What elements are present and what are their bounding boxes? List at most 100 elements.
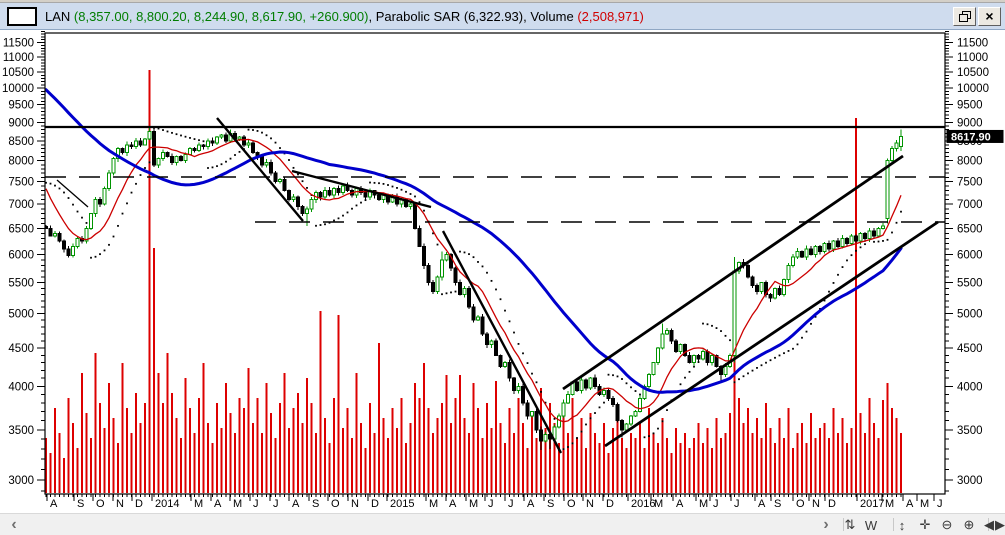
date-label: A [50,498,58,510]
date-label: S [77,498,84,510]
date-label: J [713,498,719,510]
date-label: A [292,498,300,510]
price-label-left: 6500 [8,223,34,235]
date-label: A [214,498,222,510]
plot-border [44,32,946,495]
pan-button[interactable]: ✛ [919,517,931,532]
zoom-in-button[interactable]: ⊕ [963,517,975,532]
periodicity-weekly-button[interactable]: W [864,517,878,533]
date-label: J [253,498,259,510]
prev-chart-button[interactable]: ◀ [984,517,994,532]
title-segment: LAN [45,8,74,24]
trendlines-layer [45,117,945,454]
vertical-scale-button[interactable]: ↕ [898,517,906,533]
title-segment: , Parabolic SAR (6,322.93), Volume [368,8,578,24]
price-label-right: 3000 [957,475,983,487]
date-label: O [567,498,576,510]
date-label: D [135,498,143,510]
price-label-left: 7000 [8,199,34,211]
date-label: O [96,498,105,510]
toolbar-separator [843,518,844,531]
date-label: A [906,498,914,510]
price-chart[interactable]: 11500 11500 11000 11000 10500 10500 10000 10000… [0,30,1005,513]
price-label-left: 8000 [8,156,34,168]
price-label-left: 11000 [3,52,34,64]
price-label-left: 8500 [8,136,34,148]
date-label: S [312,498,319,510]
date-label: N [351,498,359,510]
title-segment: (2,508,971) [577,8,644,24]
chart-toolbar: ‹›⇅W↕✛⊖⊕◀▶▤ [0,513,1005,535]
price-label-right: 7000 [957,199,983,211]
date-label: 2016 [631,498,655,510]
price-label-left: 5000 [8,309,34,321]
price-label-right: 4500 [957,343,983,355]
price-label-right: 3500 [957,425,983,437]
scroll-right-button[interactable]: › [823,516,829,533]
volume-layer [45,70,902,493]
scroll-left-button[interactable]: ‹ [11,516,17,533]
date-label: M [885,498,894,510]
date-label: N [586,498,594,510]
price-label-left: 3000 [8,475,34,487]
refresh-button[interactable]: ⇅ [844,517,856,532]
chart-title: LAN (8,357.00, 8,800.20, 8,244.90, 8,617… [45,9,953,24]
chart-window-icon [7,6,37,26]
channel-upper [562,154,904,391]
price-label-left: 5500 [8,278,34,290]
date-label: M [699,498,708,510]
title-segment: (8,357.00, 8,800.20, 8,244.90, 8,617.90,… [73,8,369,24]
price-label-right: 6000 [957,249,983,261]
date-label: J [508,498,514,510]
date-label: N [812,498,820,510]
date-label: D [606,498,614,510]
date-label: M [654,498,663,510]
price-label-left: 7500 [8,177,34,189]
downtrend-2014b [291,169,432,209]
date-label: S [547,498,554,510]
date-label: A [527,498,535,510]
price-label-right: 9500 [957,100,983,112]
date-label: M [920,498,929,510]
date-label: A [449,498,457,510]
window-buttons: × [953,6,1001,26]
date-label: J [937,498,943,510]
price-label-right: 5500 [957,278,983,290]
price-label-left: 4500 [8,343,34,355]
price-label-left: 4000 [8,381,34,393]
last-price-box [946,129,1004,143]
date-label: O [796,498,805,510]
restore-button[interactable] [953,6,976,26]
price-label-right: 10000 [957,83,989,95]
date-label: D [828,498,836,510]
parabolic-sar-layer [45,126,902,451]
price-label-right: 4000 [957,381,983,393]
price-axis: 11500 11500 11000 11000 10500 10500 10000 10000… [2,30,989,492]
price-label-right: 11500 [957,38,988,50]
date-label: M [469,498,478,510]
date-label: M [429,498,438,510]
close-icon: × [985,8,994,24]
price-label-right: 7500 [957,177,983,189]
price-label-left: 11500 [3,38,34,50]
date-label: N [116,498,124,510]
close-button[interactable]: × [978,6,1001,26]
last-price-label: 8617.90 [951,131,991,143]
next-chart-button[interactable]: ▶ [995,517,1005,532]
date-label: M [233,498,242,510]
toolbar-separator [893,518,894,531]
minor-trendline-2013 [56,179,89,208]
date-label: A [758,498,766,510]
price-label-left: 3500 [8,425,34,437]
restore-icon [958,10,971,22]
date-label: 2014 [155,498,179,510]
downtrend-2015 [441,230,563,454]
price-label-left: 9500 [8,100,34,112]
toolbar-separator [988,518,989,531]
price-label-right: 10500 [957,67,989,79]
zoom-out-button[interactable]: ⊖ [941,517,953,532]
date-label: O [331,498,340,510]
fast-ma-line [45,138,902,423]
